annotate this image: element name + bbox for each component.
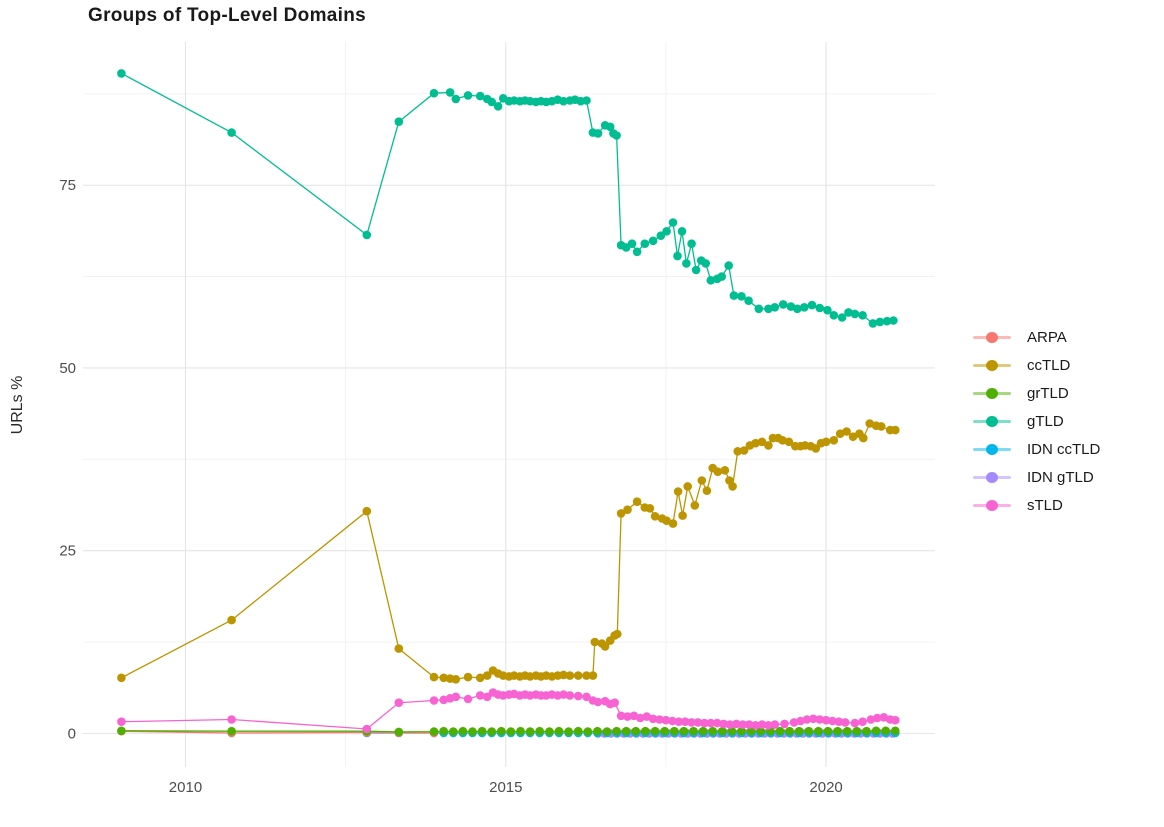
svg-text:2015: 2015	[489, 779, 522, 796]
svg-text:2010: 2010	[169, 779, 202, 796]
legend-label: ccTLD	[1027, 356, 1071, 374]
legend-label: sTLD	[1027, 496, 1063, 514]
x-axis-tick-labels: 2010 2015 2020	[169, 779, 843, 796]
legend-key-icon	[972, 414, 1012, 428]
legend-item-cctld: ccTLD	[972, 351, 1100, 379]
svg-text:75: 75	[59, 177, 76, 194]
series-cctld	[117, 419, 900, 684]
legend-key-icon	[972, 386, 1012, 400]
legend-label: ARPA	[1027, 328, 1067, 346]
svg-text:2020: 2020	[809, 779, 842, 796]
legend-label: gTLD	[1027, 412, 1064, 430]
legend-label: IDN ccTLD	[1027, 440, 1101, 458]
legend-key-icon	[972, 330, 1012, 344]
legend-item-stld: sTLD	[972, 491, 1100, 519]
chart-title: Groups of Top-Level Domains	[88, 5, 366, 26]
legend-label: IDN gTLD	[1027, 468, 1094, 486]
legend-label: grTLD	[1027, 384, 1069, 402]
legend-key-icon	[972, 470, 1012, 484]
legend-item-grtld: grTLD	[972, 379, 1100, 407]
legend: ARPA ccTLD grTLD gTLD IDN ccTLD IDN gTLD sTLD	[972, 323, 1100, 519]
grid-major	[83, 42, 935, 767]
legend-item-gtld: gTLD	[972, 407, 1100, 435]
grid-minor	[83, 42, 935, 767]
svg-text:50: 50	[59, 360, 76, 377]
svg-text:25: 25	[59, 543, 76, 560]
legend-item-arpa: ARPA	[972, 323, 1100, 351]
legend-key-icon	[972, 498, 1012, 512]
series-stld	[117, 688, 900, 734]
legend-key-icon	[972, 442, 1012, 456]
series-grtld	[117, 726, 900, 737]
legend-item-idn-gtld: IDN gTLD	[972, 463, 1100, 491]
legend-key-icon	[972, 358, 1012, 372]
legend-item-idn-cctld: IDN ccTLD	[972, 435, 1100, 463]
series-gtld	[117, 69, 898, 328]
y-axis-tick-labels: 0 25 50 75	[59, 177, 76, 742]
svg-text:0: 0	[68, 725, 76, 742]
